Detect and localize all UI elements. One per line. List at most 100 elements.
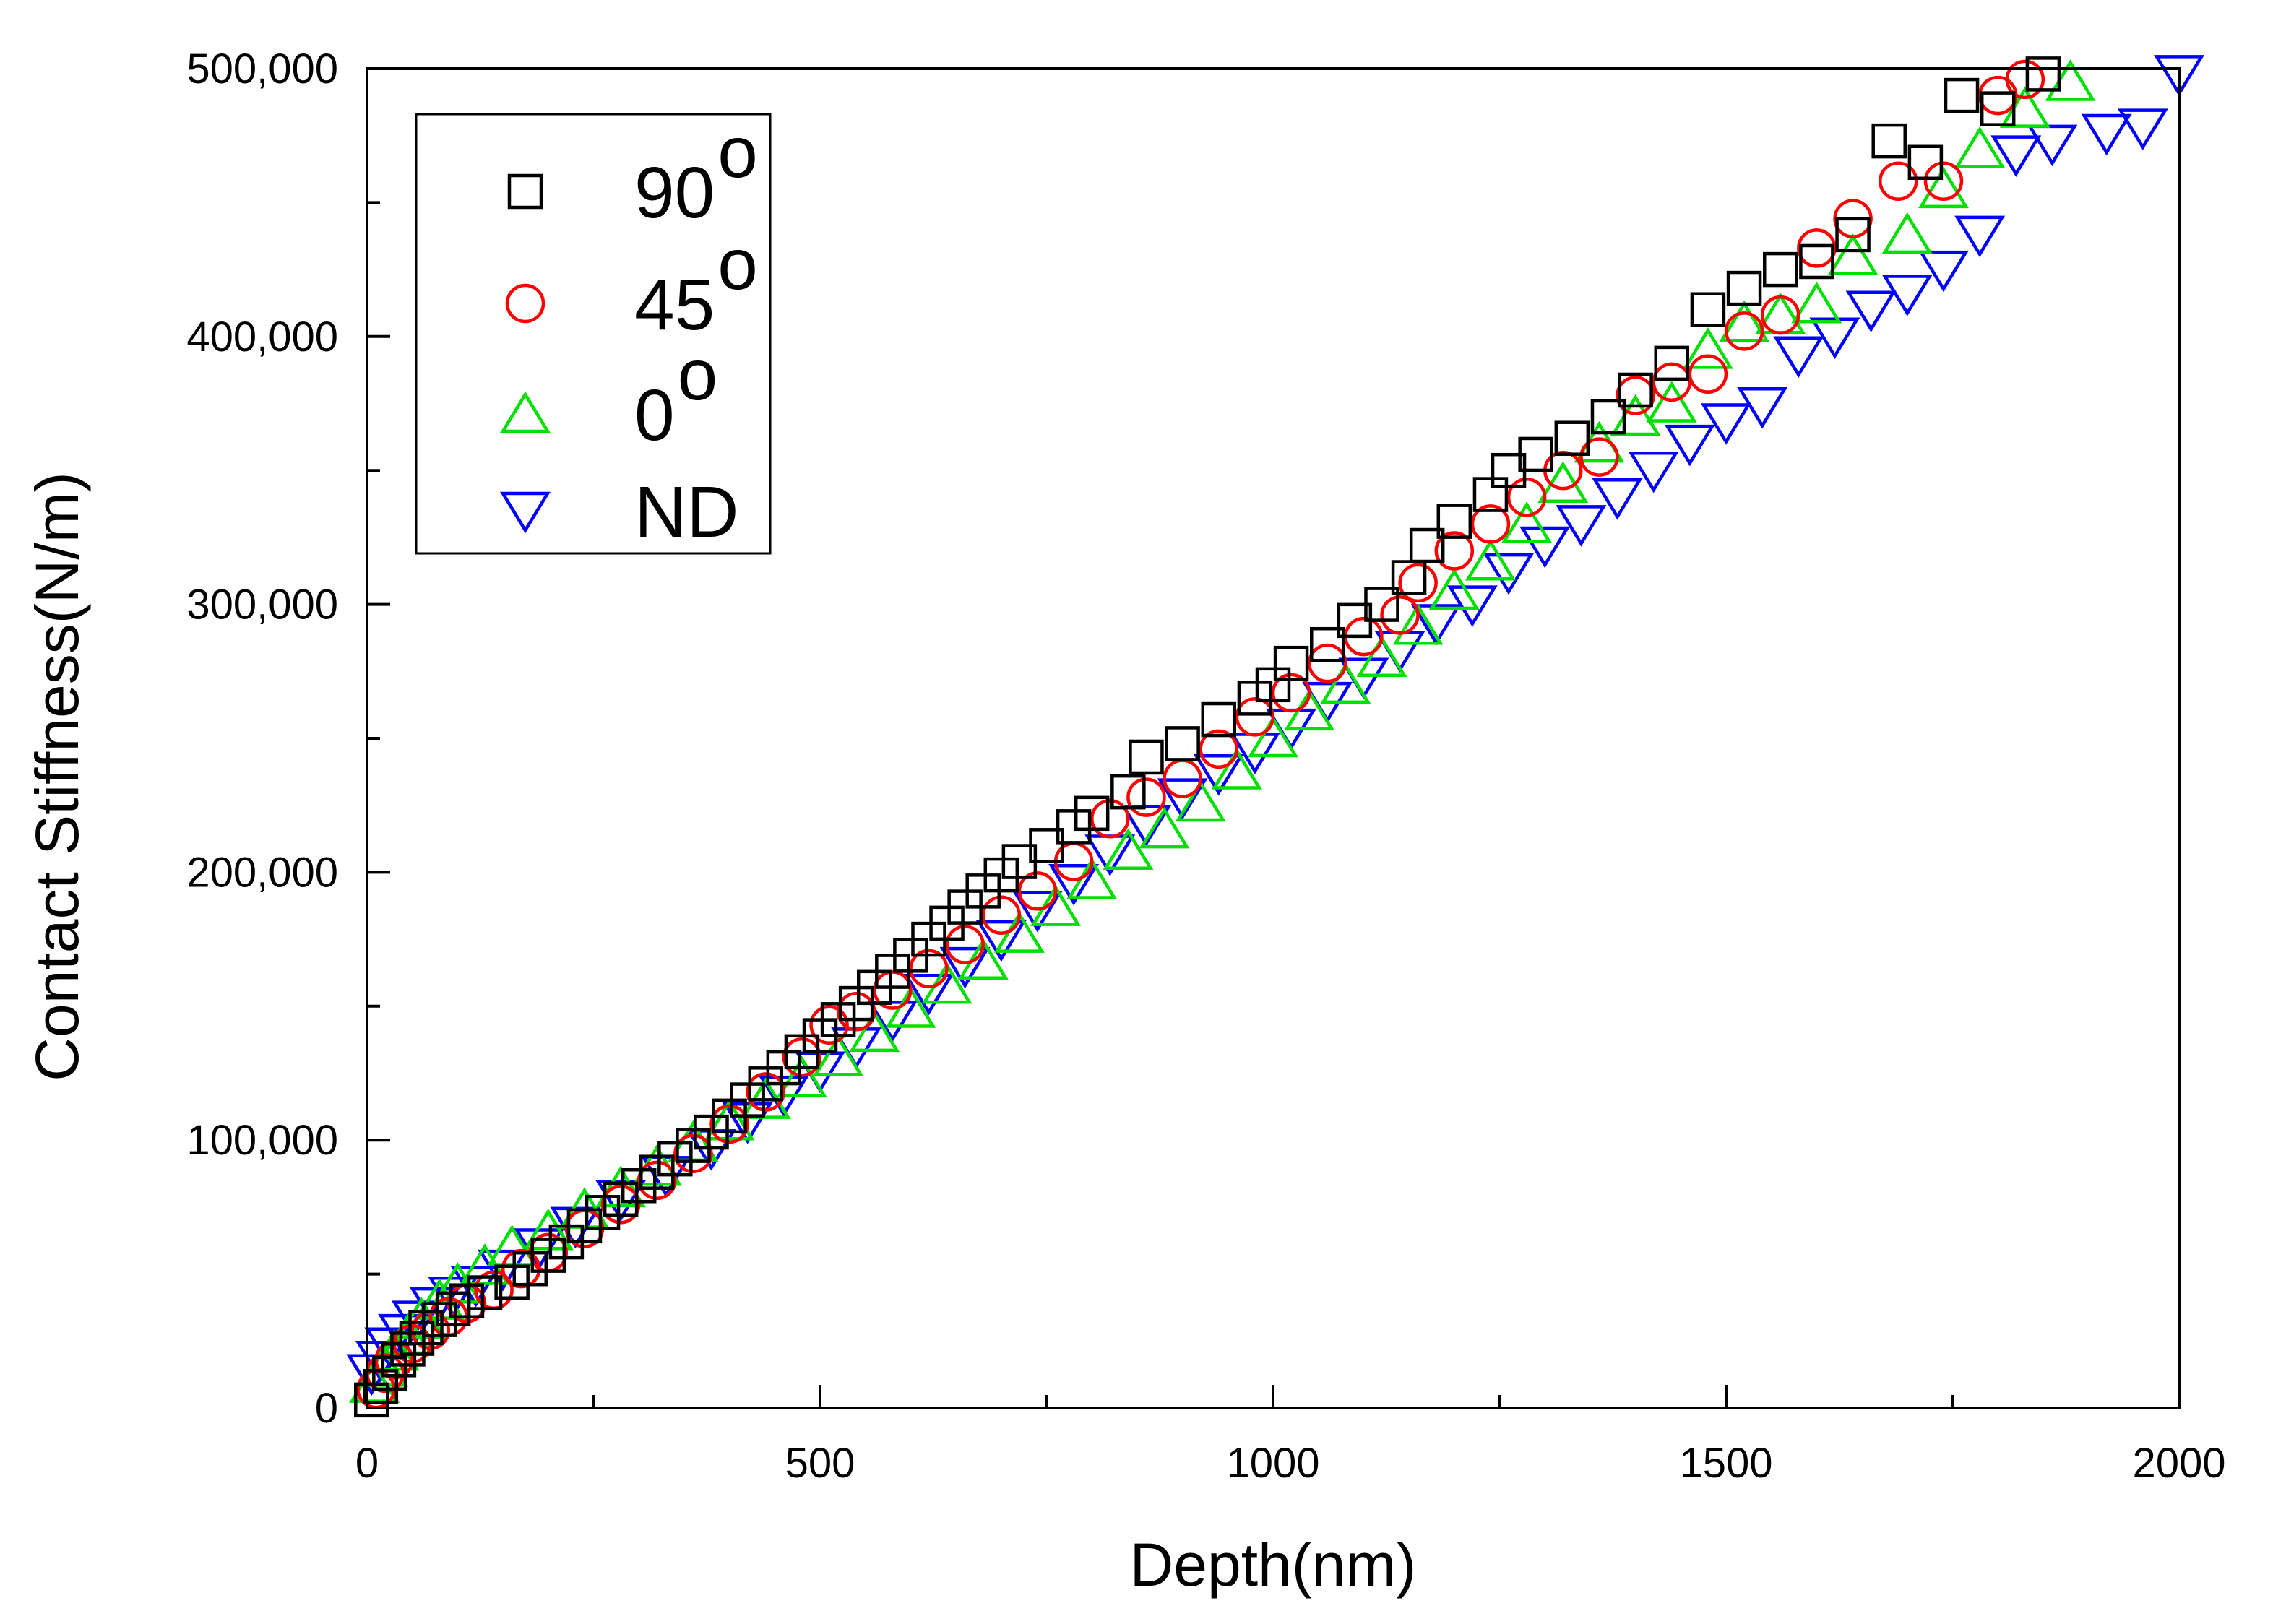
data-point xyxy=(1990,135,2042,177)
data-point xyxy=(1470,504,1511,544)
data-point xyxy=(2081,113,2132,156)
data-point xyxy=(1235,697,1275,737)
data-point xyxy=(1762,251,1798,288)
data-point xyxy=(1409,527,1445,563)
data-point xyxy=(1518,436,1553,472)
data-point xyxy=(1483,553,1535,595)
axis-ticks: 0 500 1000 1500 2000 0 100,000 200,000 300,000 40… xyxy=(186,46,2225,1487)
data-point xyxy=(1688,354,1728,394)
data-point xyxy=(1724,311,1764,351)
data-point xyxy=(981,895,1022,935)
data-point xyxy=(1556,505,1607,547)
data-point xyxy=(813,1034,864,1076)
data-point xyxy=(676,1128,711,1163)
y-tick-label: 200,000 xyxy=(186,849,338,896)
data-point xyxy=(372,1355,407,1391)
data-point xyxy=(1472,477,1509,512)
data-point xyxy=(566,1208,603,1244)
data-point xyxy=(585,1195,621,1230)
data-point xyxy=(1726,270,1762,306)
data-point xyxy=(1103,828,1154,870)
data-point xyxy=(600,1184,641,1225)
data-point xyxy=(1428,568,1480,610)
data-point xyxy=(1110,774,1146,810)
data-point xyxy=(1017,871,1058,911)
data-point xyxy=(1126,777,1166,817)
series-square xyxy=(354,56,2061,1418)
data-point xyxy=(1273,645,1309,681)
x-tick-label: 1000 xyxy=(1226,1440,1319,1487)
data-point xyxy=(1255,667,1291,703)
data-point xyxy=(1271,673,1311,713)
data-point xyxy=(1944,77,1980,113)
data-point xyxy=(1193,753,1244,796)
data-point xyxy=(1881,275,1933,316)
data-point xyxy=(1356,635,1407,678)
data-point xyxy=(867,1001,918,1042)
data-point xyxy=(1618,372,1653,408)
data-point xyxy=(945,925,985,964)
data-point xyxy=(494,1264,530,1300)
data-point xyxy=(467,1275,503,1310)
legend: 90 o45 o0 oND xyxy=(415,112,772,555)
data-point xyxy=(1646,381,1697,423)
data-point xyxy=(1309,626,1345,662)
data-point xyxy=(408,1310,444,1346)
data-point xyxy=(1012,891,1063,933)
data-point xyxy=(836,991,876,1032)
data-point xyxy=(1056,809,1092,845)
legend-label: 0 xyxy=(634,375,675,456)
legend-marker xyxy=(505,283,545,324)
data-point xyxy=(1410,604,1462,646)
data-point xyxy=(428,1277,479,1318)
data-point xyxy=(983,857,1019,893)
data-point xyxy=(1773,336,1824,379)
data-point xyxy=(1506,478,1547,517)
data-point xyxy=(1700,403,1752,445)
data-point xyxy=(522,1208,574,1251)
data-point xyxy=(849,1010,900,1053)
data-point xyxy=(1654,345,1690,381)
data-point xyxy=(1465,538,1516,581)
data-point xyxy=(637,1160,677,1201)
data-point xyxy=(722,1102,773,1144)
data-point xyxy=(1809,317,1860,360)
data-point xyxy=(1760,295,1800,335)
data-point xyxy=(1165,726,1200,761)
data-point xyxy=(1652,362,1692,402)
data-point xyxy=(1157,778,1208,820)
data-point xyxy=(746,1072,786,1112)
data-point xyxy=(1690,292,1726,327)
data-point xyxy=(1664,424,1715,467)
data-point xyxy=(1835,217,1871,253)
legend-label: 90 xyxy=(634,152,715,233)
legend-degree-sup: o xyxy=(717,112,758,193)
data-point xyxy=(1954,215,2006,258)
data-point xyxy=(975,920,1027,962)
data-point xyxy=(595,1165,647,1208)
data-point xyxy=(603,1181,639,1217)
data-point xyxy=(657,1141,693,1177)
data-point xyxy=(512,1251,548,1287)
y-tick-label: 0 xyxy=(315,1385,338,1432)
legend-degree-sup: o xyxy=(678,334,718,415)
data-point xyxy=(1090,798,1130,839)
data-point xyxy=(1799,243,1834,280)
data-point xyxy=(1139,806,1190,849)
data-point xyxy=(1592,478,1643,520)
data-point xyxy=(1719,300,1770,342)
data-point xyxy=(776,1055,827,1098)
data-point xyxy=(1923,161,1964,201)
y-tick-label: 100,000 xyxy=(186,1117,338,1164)
data-point xyxy=(1129,739,1164,775)
data-point xyxy=(1199,729,1239,769)
data-point xyxy=(809,1005,849,1045)
data-point xyxy=(1320,662,1371,704)
x-tick-label: 500 xyxy=(785,1440,855,1487)
data-point xyxy=(1628,451,1679,493)
data-point xyxy=(1237,681,1273,716)
y-tick-label: 300,000 xyxy=(186,582,338,629)
data-point xyxy=(1833,199,1873,238)
data-point xyxy=(1121,805,1172,847)
